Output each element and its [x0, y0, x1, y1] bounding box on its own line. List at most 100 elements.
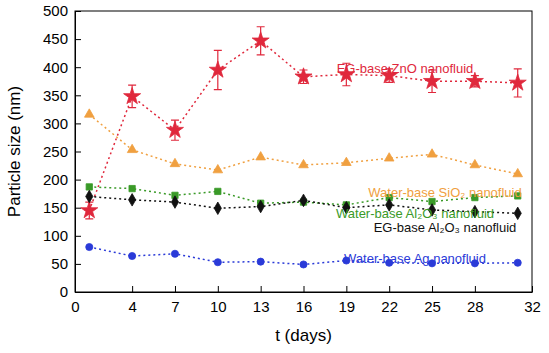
- tick-label: 10: [210, 298, 227, 315]
- tick: 250: [43, 143, 81, 160]
- point: [86, 184, 92, 190]
- tick-label: 19: [339, 298, 356, 315]
- tick-label: 4: [128, 298, 136, 315]
- point: [299, 159, 309, 167]
- tick: 150: [43, 199, 81, 216]
- tick-mark: [532, 286, 533, 292]
- tick-label: 28: [467, 298, 484, 315]
- tick-mark: [75, 264, 81, 265]
- tick: 450: [43, 30, 81, 47]
- point: [214, 259, 221, 266]
- tick-label: 250: [43, 143, 68, 160]
- point: [127, 144, 137, 152]
- tick: 10: [210, 286, 227, 315]
- tick-mark: [389, 286, 390, 292]
- point: [342, 157, 352, 165]
- point: [84, 109, 94, 117]
- tick-mark: [432, 286, 433, 292]
- point: [300, 261, 307, 268]
- tick: 300: [43, 115, 81, 132]
- point: [81, 202, 98, 218]
- tick-label: 200: [43, 171, 68, 188]
- point: [129, 194, 136, 206]
- tick-mark: [75, 11, 81, 12]
- point: [509, 74, 526, 90]
- tick: 22: [381, 286, 398, 315]
- tick-label: 400: [43, 59, 68, 76]
- point: [256, 152, 266, 160]
- point: [295, 68, 312, 84]
- axis-line: [76, 292, 533, 293]
- tick-label: 0: [71, 298, 79, 315]
- tick-label: 50: [51, 255, 68, 272]
- point: [214, 202, 221, 214]
- point: [513, 168, 523, 176]
- tick-mark: [304, 286, 305, 292]
- tick: 16: [296, 286, 313, 315]
- point: [124, 87, 141, 103]
- tick-mark: [75, 95, 81, 96]
- point: [252, 32, 269, 48]
- tick-label: 100: [43, 227, 68, 244]
- tick-label: 150: [43, 199, 68, 216]
- point: [470, 159, 480, 167]
- chart: 0 4 7 10 13 16 19 22 25 28 32 0 50 100 150 200 250 300 350…: [0, 0, 549, 353]
- tick-label: 7: [171, 298, 179, 315]
- series-label: Water-base SiO₂ nanofluid: [368, 185, 521, 200]
- tick-label: 500: [43, 2, 68, 19]
- point: [171, 250, 178, 257]
- tick: 4: [128, 286, 136, 315]
- point: [171, 196, 178, 208]
- tick: 500: [43, 2, 81, 19]
- x-axis-title: t (days): [275, 326, 332, 345]
- tick: 350: [43, 87, 81, 104]
- tick-label: 300: [43, 115, 68, 132]
- tick: 200: [43, 171, 81, 188]
- tick-label: 0: [60, 283, 68, 300]
- tick: 13: [253, 286, 270, 315]
- point: [257, 258, 264, 265]
- point: [514, 259, 521, 266]
- tick: 7: [171, 286, 179, 315]
- x-axis: 0 4 7 10 13 16 19 22 25 28 32: [71, 286, 541, 315]
- tick-label: 25: [424, 298, 441, 315]
- series-label: Water-base Ag nanofluid: [344, 251, 486, 266]
- tick: 50: [51, 255, 81, 272]
- point: [209, 61, 226, 77]
- tick-mark: [75, 39, 81, 40]
- marks: [81, 27, 526, 268]
- tick: 32: [524, 286, 541, 315]
- y-axis-title: Particle size (nm): [5, 86, 24, 217]
- tick-mark: [475, 286, 476, 292]
- point: [166, 121, 183, 137]
- point: [427, 149, 437, 157]
- tick: 100: [43, 227, 81, 244]
- point: [384, 153, 394, 161]
- plot: 0 4 7 10 13 16 19 22 25 28 32 0 50 100 150 200 250 300 350…: [43, 2, 541, 314]
- tick-label: 13: [253, 298, 270, 315]
- point: [86, 190, 93, 202]
- tick-mark: [75, 152, 81, 153]
- tick-label: 32: [524, 298, 541, 315]
- tick-mark: [75, 292, 81, 293]
- tick: 19: [339, 286, 356, 315]
- tick: 400: [43, 59, 81, 76]
- point: [170, 158, 180, 166]
- point: [213, 164, 223, 172]
- point: [129, 185, 135, 191]
- y-axis: 0 50 100 150 200 250 300 350 400 450 500: [43, 2, 81, 300]
- tick-mark: [132, 286, 133, 292]
- tick-mark: [346, 286, 347, 292]
- series-label: EG-base Al₂O₃ nanofluid: [374, 220, 517, 235]
- tick-label: 22: [381, 298, 398, 315]
- point: [300, 194, 307, 206]
- point: [86, 243, 93, 250]
- tick-label: 350: [43, 87, 68, 104]
- plot-frame: [75, 11, 532, 292]
- tick-label: 450: [43, 30, 68, 47]
- tick-mark: [75, 208, 81, 209]
- tick-mark: [261, 286, 262, 292]
- tick-mark: [175, 286, 176, 292]
- series-label: EG-base ZnO nanofluid: [337, 61, 474, 76]
- tick-mark: [218, 286, 219, 292]
